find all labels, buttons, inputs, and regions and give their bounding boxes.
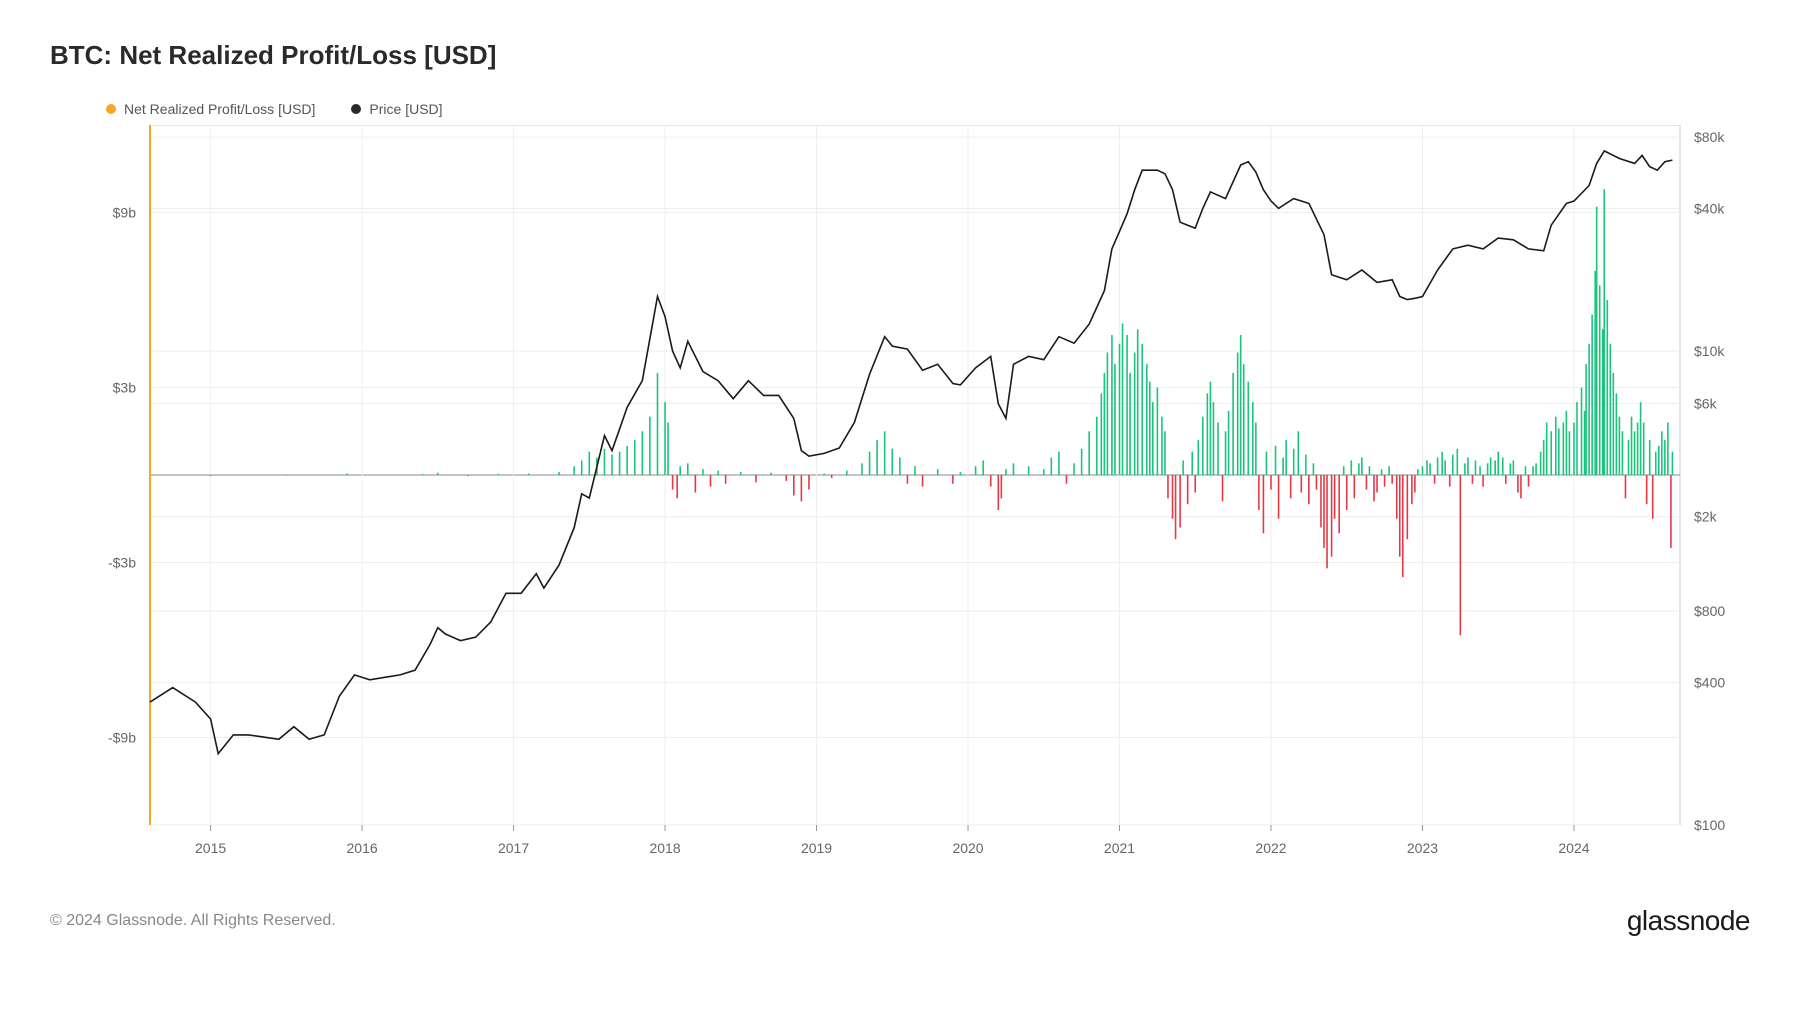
legend: Net Realized Profit/Loss [USD] Price [US… [106, 101, 1750, 117]
legend-dot-price [351, 104, 361, 114]
legend-item-price: Price [USD] [351, 101, 442, 117]
copyright-text: © 2024 Glassnode. All Rights Reserved. [50, 912, 336, 930]
legend-label-price: Price [USD] [369, 101, 442, 117]
svg-text:2018: 2018 [649, 840, 680, 856]
legend-label-pl: Net Realized Profit/Loss [USD] [124, 101, 315, 117]
svg-text:$2k: $2k [1694, 509, 1718, 525]
svg-text:$40k: $40k [1694, 200, 1725, 216]
svg-text:2020: 2020 [952, 840, 983, 856]
svg-text:2024: 2024 [1558, 840, 1589, 856]
svg-text:$10k: $10k [1694, 343, 1725, 359]
legend-dot-pl [106, 104, 116, 114]
svg-text:2019: 2019 [801, 840, 832, 856]
svg-text:2015: 2015 [195, 840, 226, 856]
svg-text:$400: $400 [1694, 674, 1725, 690]
svg-text:-$3b: -$3b [108, 555, 136, 571]
svg-text:2017: 2017 [498, 840, 529, 856]
svg-text:2021: 2021 [1104, 840, 1135, 856]
svg-text:$800: $800 [1694, 603, 1725, 619]
brand-logo: glassnode [1627, 905, 1750, 937]
svg-text:$6k: $6k [1694, 396, 1718, 412]
chart-svg: -$9b -$3b $3b $9b $100 $400 $800 $2k $6k $10k $40k… [50, 125, 1750, 885]
legend-item-pl: Net Realized Profit/Loss [USD] [106, 101, 315, 117]
chart-title: BTC: Net Realized Profit/Loss [USD] [50, 40, 1750, 71]
svg-text:2023: 2023 [1407, 840, 1438, 856]
svg-text:$3b: $3b [113, 380, 137, 396]
svg-text:2022: 2022 [1255, 840, 1286, 856]
footer: © 2024 Glassnode. All Rights Reserved. g… [50, 905, 1750, 937]
svg-text:2016: 2016 [347, 840, 378, 856]
svg-text:$100: $100 [1694, 817, 1725, 833]
svg-text:$9b: $9b [113, 205, 137, 221]
svg-text:$80k: $80k [1694, 129, 1725, 145]
chart-container: BTC: Net Realized Profit/Loss [USD] Net … [0, 0, 1800, 1013]
svg-text:-$9b: -$9b [108, 730, 136, 746]
chart-plot-area: -$9b -$3b $3b $9b $100 $400 $800 $2k $6k $10k $40k… [50, 125, 1750, 885]
